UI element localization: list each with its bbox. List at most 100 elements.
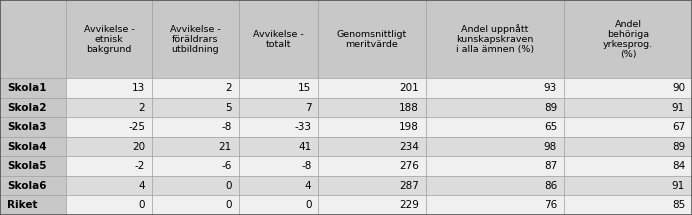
- Text: 91: 91: [672, 181, 685, 191]
- Text: 287: 287: [399, 181, 419, 191]
- Bar: [152, 0, 239, 78]
- Text: 65: 65: [544, 122, 557, 132]
- Text: 87: 87: [544, 161, 557, 171]
- Bar: [239, 98, 318, 117]
- Bar: [66, 117, 152, 137]
- Text: Andel uppnått
kunskapskraven
i alla ämnen (%): Andel uppnått kunskapskraven i alla ämne…: [456, 24, 534, 54]
- Bar: [318, 0, 426, 78]
- Text: 5: 5: [225, 103, 232, 113]
- Text: 276: 276: [399, 161, 419, 171]
- Bar: [318, 98, 426, 117]
- Bar: [426, 117, 564, 137]
- Bar: [239, 137, 318, 157]
- Text: Skola1: Skola1: [7, 83, 46, 93]
- Bar: [564, 98, 692, 117]
- Bar: [66, 78, 152, 98]
- Bar: [426, 157, 564, 176]
- Text: Avvikelse -
totalt: Avvikelse - totalt: [253, 30, 304, 49]
- Bar: [0, 137, 66, 157]
- Bar: [152, 195, 239, 215]
- Text: Andel
behöriga
yrkesprog.
(%): Andel behöriga yrkesprog. (%): [603, 20, 653, 59]
- Bar: [564, 117, 692, 137]
- Bar: [426, 195, 564, 215]
- Text: 2: 2: [225, 83, 232, 93]
- Text: 41: 41: [298, 142, 311, 152]
- Text: 84: 84: [672, 161, 685, 171]
- Bar: [318, 137, 426, 157]
- Text: 188: 188: [399, 103, 419, 113]
- Bar: [239, 195, 318, 215]
- Bar: [564, 176, 692, 195]
- Bar: [0, 78, 66, 98]
- Text: Avvikelse -
etnisk
bakgrund: Avvikelse - etnisk bakgrund: [84, 25, 134, 54]
- Text: 20: 20: [132, 142, 145, 152]
- Bar: [426, 137, 564, 157]
- Text: -25: -25: [128, 122, 145, 132]
- Text: 234: 234: [399, 142, 419, 152]
- Bar: [426, 176, 564, 195]
- Text: Avvikelse -
föräldrars
utbildning: Avvikelse - föräldrars utbildning: [170, 25, 221, 54]
- Bar: [152, 176, 239, 195]
- Text: 0: 0: [305, 200, 311, 210]
- Text: Skola4: Skola4: [7, 142, 46, 152]
- Text: 98: 98: [544, 142, 557, 152]
- Text: -33: -33: [294, 122, 311, 132]
- Bar: [66, 176, 152, 195]
- Bar: [239, 157, 318, 176]
- Bar: [564, 0, 692, 78]
- Text: 4: 4: [304, 181, 311, 191]
- Bar: [239, 176, 318, 195]
- Text: 89: 89: [672, 142, 685, 152]
- Bar: [564, 157, 692, 176]
- Text: 89: 89: [544, 103, 557, 113]
- Text: Skola3: Skola3: [7, 122, 46, 132]
- Bar: [318, 157, 426, 176]
- Bar: [318, 195, 426, 215]
- Bar: [66, 137, 152, 157]
- Bar: [152, 78, 239, 98]
- Bar: [564, 137, 692, 157]
- Bar: [0, 195, 66, 215]
- Bar: [152, 117, 239, 137]
- Text: 90: 90: [672, 83, 685, 93]
- Text: Skola5: Skola5: [7, 161, 46, 171]
- Bar: [239, 117, 318, 137]
- Bar: [152, 137, 239, 157]
- Text: Genomsnittligt
meritvärde: Genomsnittligt meritvärde: [337, 30, 407, 49]
- Bar: [318, 117, 426, 137]
- Bar: [426, 78, 564, 98]
- Text: 93: 93: [544, 83, 557, 93]
- Text: 86: 86: [544, 181, 557, 191]
- Bar: [0, 176, 66, 195]
- Text: -8: -8: [221, 122, 232, 132]
- Bar: [66, 157, 152, 176]
- Text: Skola6: Skola6: [7, 181, 46, 191]
- Text: Riket: Riket: [7, 200, 37, 210]
- Bar: [0, 157, 66, 176]
- Bar: [152, 98, 239, 117]
- Text: Skola2: Skola2: [7, 103, 46, 113]
- Text: 229: 229: [399, 200, 419, 210]
- Bar: [0, 0, 66, 78]
- Text: 91: 91: [672, 103, 685, 113]
- Text: 2: 2: [138, 103, 145, 113]
- Text: 15: 15: [298, 83, 311, 93]
- Bar: [66, 98, 152, 117]
- Text: 4: 4: [138, 181, 145, 191]
- Text: 21: 21: [219, 142, 232, 152]
- Text: 76: 76: [544, 200, 557, 210]
- Bar: [239, 78, 318, 98]
- Bar: [239, 0, 318, 78]
- Text: -8: -8: [301, 161, 311, 171]
- Text: 85: 85: [672, 200, 685, 210]
- Text: 0: 0: [226, 200, 232, 210]
- Bar: [0, 117, 66, 137]
- Text: 13: 13: [132, 83, 145, 93]
- Bar: [426, 98, 564, 117]
- Text: 0: 0: [226, 181, 232, 191]
- Bar: [426, 0, 564, 78]
- Text: -2: -2: [135, 161, 145, 171]
- Text: 198: 198: [399, 122, 419, 132]
- Bar: [564, 195, 692, 215]
- Text: 7: 7: [304, 103, 311, 113]
